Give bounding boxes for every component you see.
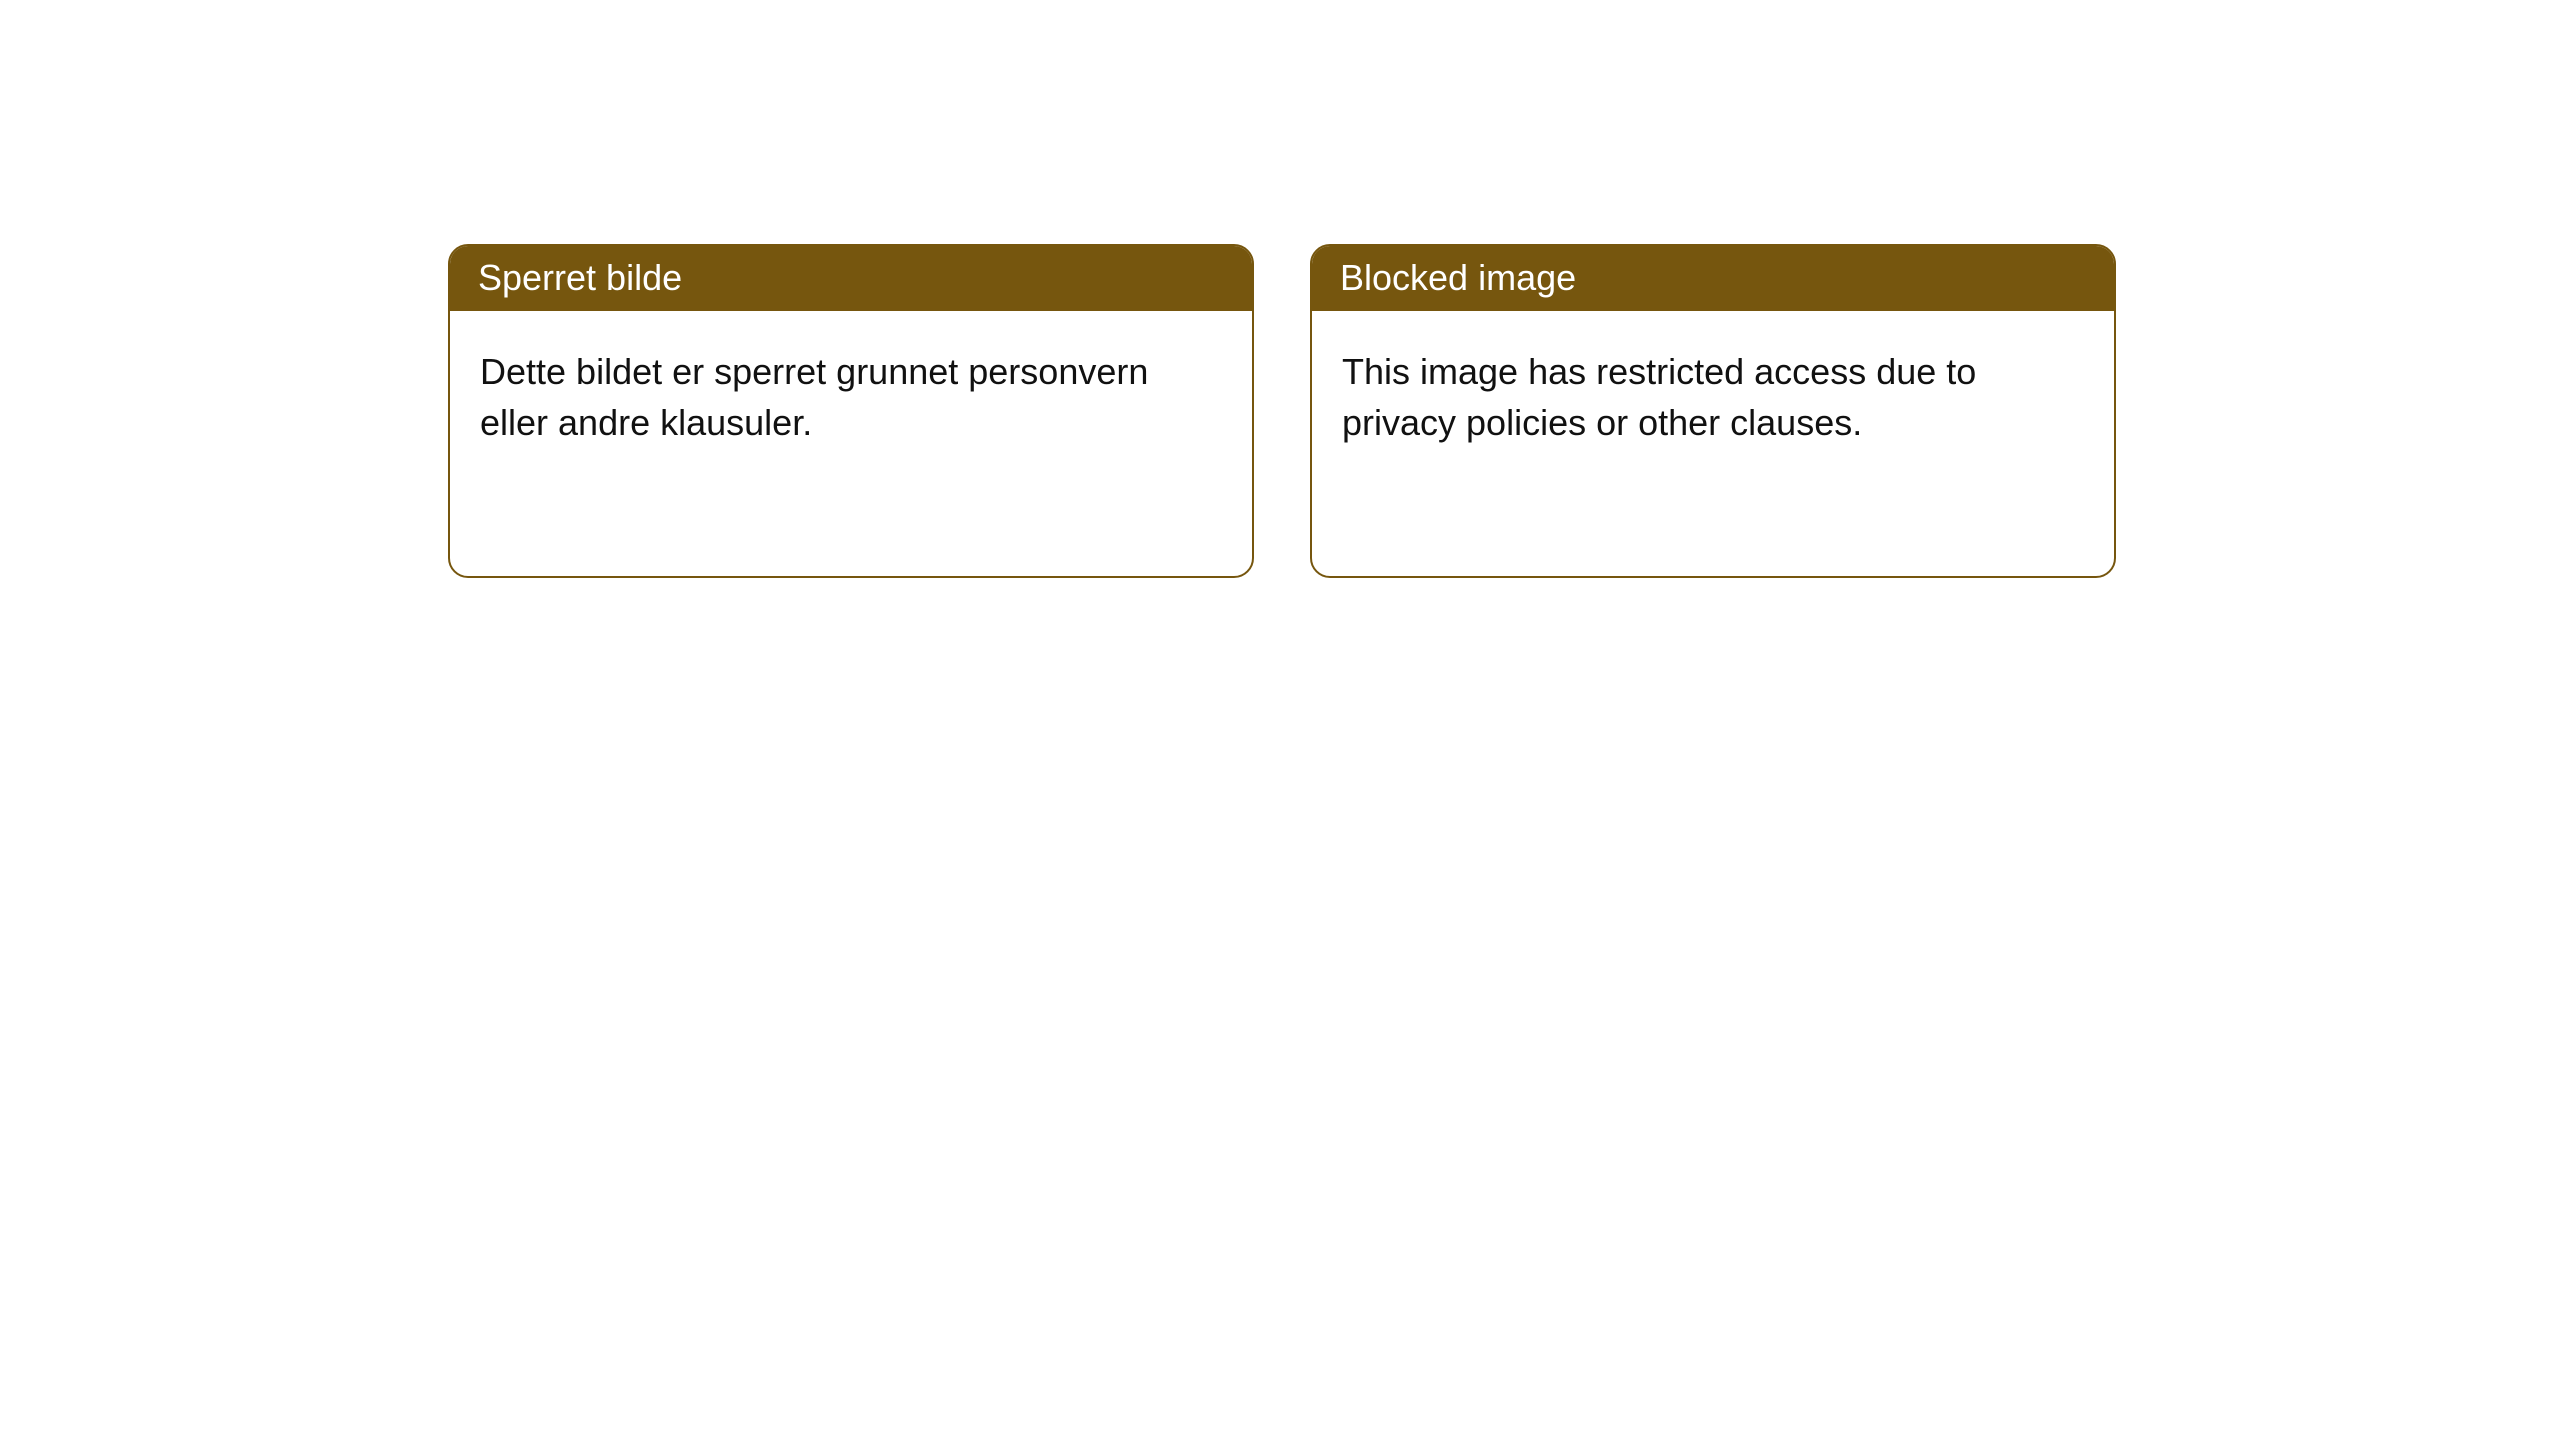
notice-body: This image has restricted access due to …: [1312, 311, 2114, 484]
notice-header: Blocked image: [1312, 246, 2114, 311]
notice-body: Dette bildet er sperret grunnet personve…: [450, 311, 1252, 484]
notice-container: Sperret bilde Dette bildet er sperret gr…: [0, 0, 2560, 578]
notice-header: Sperret bilde: [450, 246, 1252, 311]
notice-card-norwegian: Sperret bilde Dette bildet er sperret gr…: [448, 244, 1254, 578]
notice-card-english: Blocked image This image has restricted …: [1310, 244, 2116, 578]
